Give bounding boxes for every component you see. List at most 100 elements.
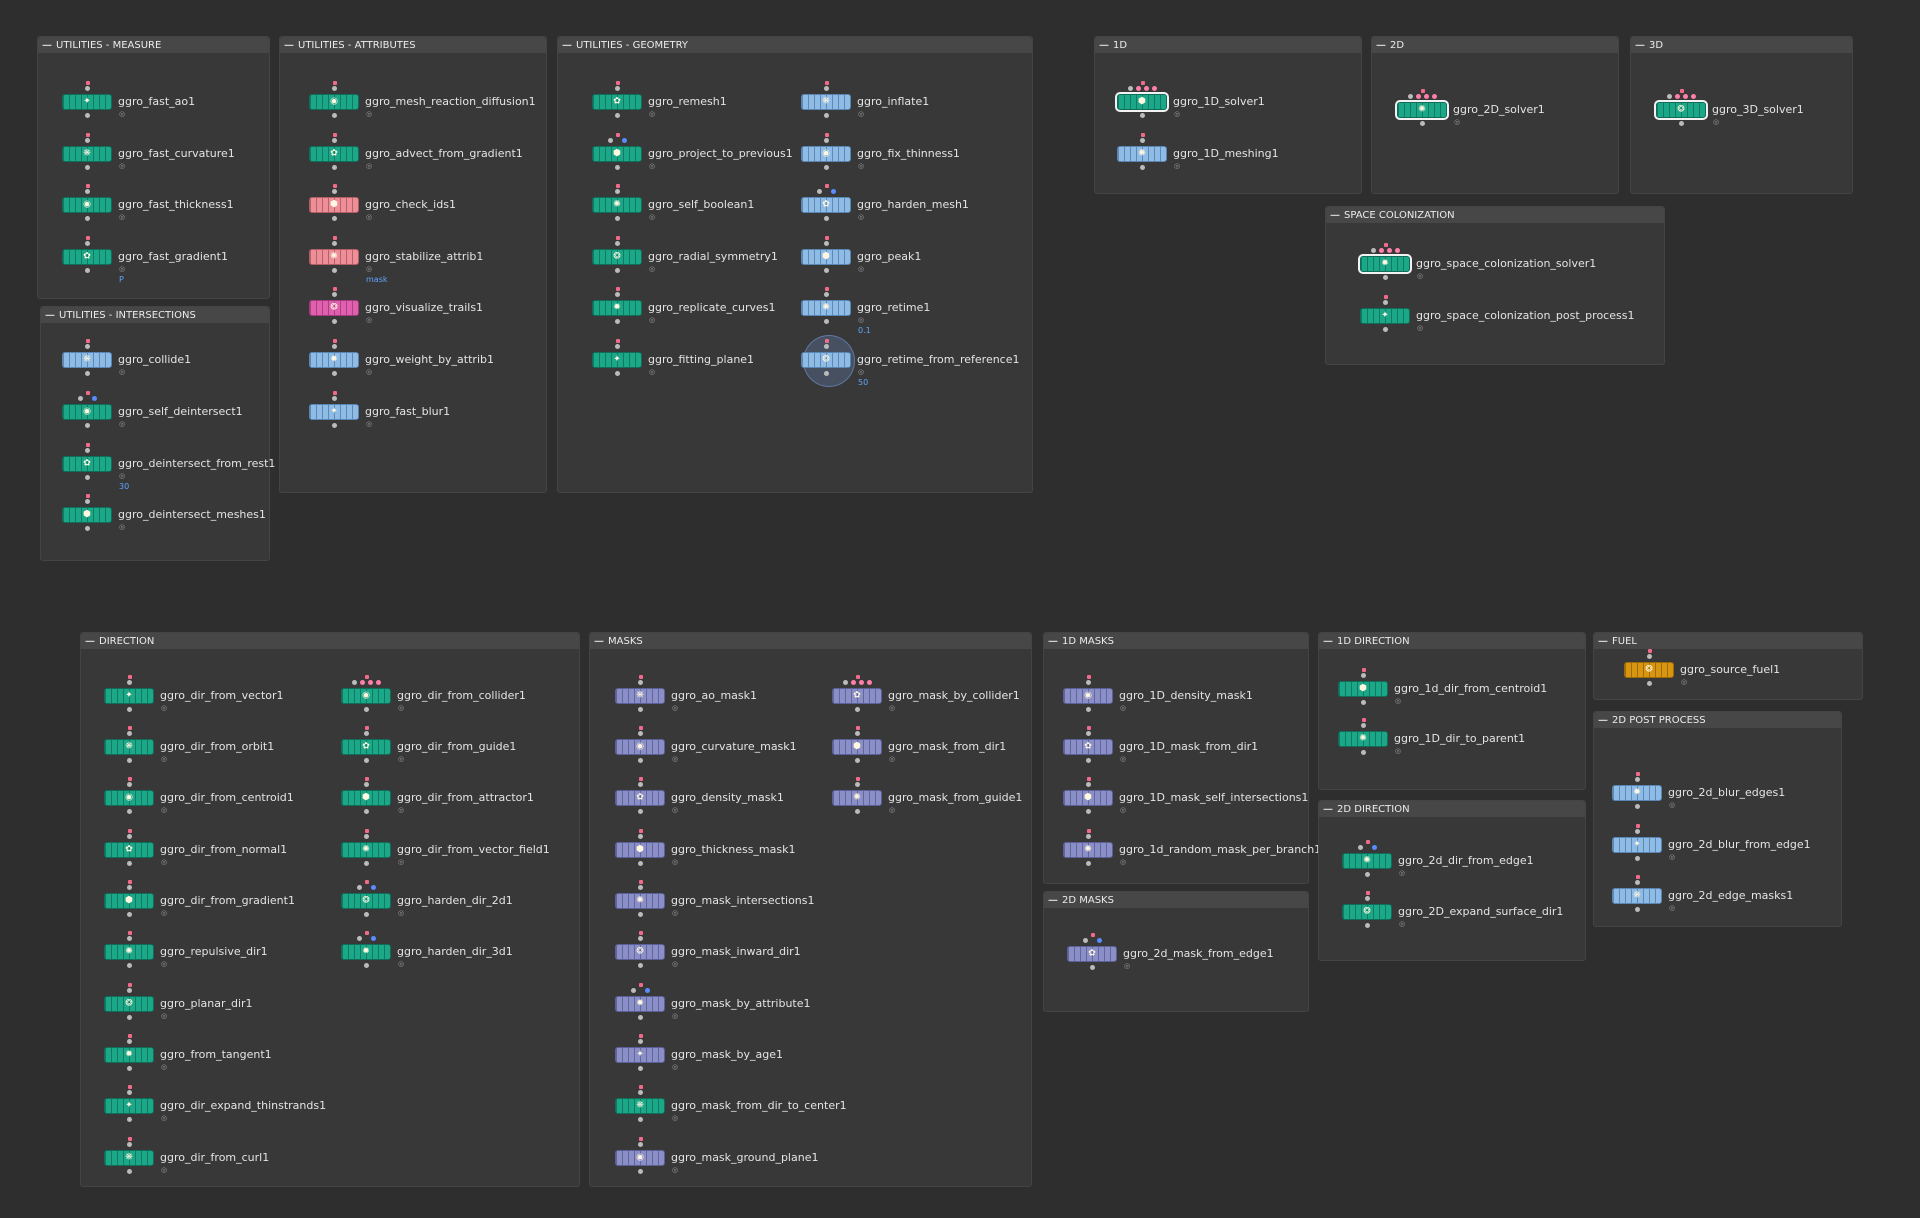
network-box-header[interactable]: — UTILITIES - MEASURE [38, 37, 269, 53]
input-connector[interactable] [1675, 94, 1680, 99]
node-ggro-retime-from-reference1[interactable]: ❂ ggro_retime_from_reference1 ◎ 50 [801, 339, 1051, 387]
input-connector[interactable] [824, 292, 829, 297]
input-connector[interactable] [638, 731, 643, 736]
input-connector[interactable] [1635, 880, 1640, 885]
node-body[interactable]: ✦ [1360, 308, 1410, 324]
node-ggro-fast-curvature1[interactable]: ❋ ggro_fast_curvature1 ◎ [62, 133, 312, 170]
input-connector[interactable] [368, 680, 373, 685]
node-label[interactable]: ggro_fast_ao1 [118, 95, 196, 108]
network-box-space-colonization[interactable]: — SPACE COLONIZATION [1325, 206, 1665, 365]
node-label[interactable]: ggro_curvature_mask1 [671, 740, 797, 753]
node-body[interactable]: ❂ [1624, 662, 1674, 678]
node-ggro-2d-edge-masks1[interactable]: ❋ ggro_2d_edge_masks1 ◎ [1612, 875, 1862, 912]
network-box-header[interactable]: — 2D POST PROCESS [1594, 712, 1841, 728]
input-connector[interactable] [855, 782, 860, 787]
node-body[interactable]: ❋ [615, 1098, 665, 1114]
input-connector[interactable] [1691, 94, 1696, 99]
node-label[interactable]: ggro_harden_dir_3d1 [397, 945, 513, 958]
node-body[interactable]: ❋ [615, 688, 665, 704]
node-ggro-self-boolean1[interactable]: ✺ ggro_self_boolean1 ◎ [592, 184, 842, 221]
node-ggro-replicate-curves1[interactable]: ✹ ggro_replicate_curves1 ◎ [592, 287, 842, 324]
node-ggro-dir-from-normal1[interactable]: ✿ ggro_dir_from_normal1 ◎ [104, 829, 354, 866]
collapse-icon[interactable]: — [594, 635, 604, 647]
node-label[interactable]: ggro_mask_from_dir1 [888, 740, 1007, 753]
node-label[interactable]: ggro_check_ids1 [365, 198, 456, 211]
node-ggro-dir-from-vector1[interactable]: ✦ ggro_dir_from_vector1 ◎ [104, 675, 354, 712]
collapse-icon[interactable]: — [562, 39, 572, 51]
input-connector[interactable] [127, 680, 132, 685]
node-body[interactable]: ✺ [341, 842, 391, 858]
node-label[interactable]: ggro_1D_mask_self_intersections1 [1119, 791, 1309, 804]
input-connector[interactable] [127, 885, 132, 890]
node-label[interactable]: ggro_dir_from_centroid1 [160, 791, 294, 804]
node-ggro-repulsive-dir1[interactable]: ✺ ggro_repulsive_dir1 ◎ [104, 931, 354, 968]
node-label[interactable]: ggro_space_colonization_solver1 [1416, 257, 1597, 270]
output-connector[interactable] [638, 1117, 643, 1122]
node-ggro-2d-expand-surface-dir1[interactable]: ❂ ggro_2D_expand_surface_dir1 ◎ [1342, 891, 1592, 928]
output-connector[interactable] [1365, 923, 1370, 928]
node-body[interactable]: ✦ [615, 1047, 665, 1063]
input-connector[interactable] [85, 241, 90, 246]
node-ggro-ao-mask1[interactable]: ❋ ggro_ao_mask1 ◎ [615, 675, 865, 712]
input-connector[interactable] [85, 499, 90, 504]
output-connector[interactable] [85, 268, 90, 273]
output-connector[interactable] [332, 165, 337, 170]
input-connector[interactable] [824, 86, 829, 91]
node-label[interactable]: ggro_2d_blur_edges1 [1668, 786, 1786, 799]
node-ggro-dir-from-curl1[interactable]: ❋ ggro_dir_from_curl1 ◎ [104, 1137, 354, 1174]
input-connector[interactable] [332, 344, 337, 349]
input-connector[interactable] [376, 680, 381, 685]
output-connector[interactable] [1647, 681, 1652, 686]
input-connector[interactable] [1408, 94, 1413, 99]
node-body[interactable]: ⬢ [615, 842, 665, 858]
input-connector[interactable] [824, 241, 829, 246]
node-label[interactable]: ggro_2d_mask_from_edge1 [1123, 947, 1274, 960]
node-label[interactable]: ggro_peak1 [857, 250, 922, 263]
node-body[interactable]: ✺ [104, 944, 154, 960]
output-connector[interactable] [638, 963, 643, 968]
node-label[interactable]: ggro_2d_edge_masks1 [1668, 889, 1794, 902]
output-connector[interactable] [332, 216, 337, 221]
node-body[interactable]: ✺ [801, 300, 851, 316]
network-box-header[interactable]: — 2D MASKS [1044, 892, 1308, 908]
node-label[interactable]: ggro_fast_gradient1 [118, 250, 228, 263]
input-connector[interactable] [1371, 248, 1376, 253]
input-connector[interactable] [824, 344, 829, 349]
input-connector[interactable] [1424, 94, 1429, 99]
node-body[interactable]: ❂ [309, 300, 359, 316]
input-connector[interactable] [1136, 86, 1141, 91]
node-label[interactable]: ggro_dir_from_guide1 [397, 740, 517, 753]
input-connector[interactable] [1387, 248, 1392, 253]
node-body[interactable]: ✦ [309, 404, 359, 420]
node-label[interactable]: ggro_fix_thinness1 [857, 147, 960, 160]
input-connector[interactable] [1383, 300, 1388, 305]
node-body[interactable]: ✿ [341, 739, 391, 755]
output-connector[interactable] [855, 758, 860, 763]
input-connector[interactable] [1647, 654, 1652, 659]
node-label[interactable]: ggro_harden_mesh1 [857, 198, 969, 211]
node-ggro-mask-from-dir1[interactable]: ⬢ ggro_mask_from_dir1 ◎ [832, 726, 1082, 763]
node-ggro-harden-mesh1[interactable]: ✿ ggro_harden_mesh1 ◎ [801, 184, 1051, 221]
node-ggro-fast-thickness1[interactable]: ◉ ggro_fast_thickness1 ◎ [62, 184, 312, 221]
node-ggro-mask-inward-dir1[interactable]: ❂ ggro_mask_inward_dir1 ◎ [615, 931, 865, 968]
node-label[interactable]: ggro_mask_by_attribute1 [671, 997, 811, 1010]
collapse-icon[interactable]: — [1099, 39, 1109, 51]
node-ggro-advect-from-gradient1[interactable]: ✿ ggro_advect_from_gradient1 ◎ [309, 133, 559, 170]
input-connector[interactable] [1365, 896, 1370, 901]
node-label[interactable]: ggro_from_tangent1 [160, 1048, 272, 1061]
input-connector[interactable] [638, 936, 643, 941]
node-body[interactable]: ✹ [1612, 785, 1662, 801]
input-connector[interactable] [1667, 94, 1672, 99]
node-ggro-inflate1[interactable]: ❋ ggro_inflate1 ◎ [801, 81, 1051, 118]
node-label[interactable]: ggro_dir_from_attractor1 [397, 791, 534, 804]
input-connector[interactable] [859, 680, 864, 685]
node-ggro-fast-gradient1[interactable]: ✿ ggro_fast_gradient1 ◎ P [62, 236, 312, 284]
collapse-icon[interactable]: — [1376, 39, 1386, 51]
node-ggro-weight-by-attrib1[interactable]: ✹ ggro_weight_by_attrib1 ◎ [309, 339, 559, 376]
node-ggro-harden-dir-3d1[interactable]: ✹ ggro_harden_dir_3d1 ◎ [341, 931, 591, 968]
node-ggro-dir-from-orbit1[interactable]: ❋ ggro_dir_from_orbit1 ◎ [104, 726, 354, 763]
node-label[interactable]: ggro_1d_random_mask_per_branch1 [1119, 843, 1322, 856]
node-ggro-planar-dir1[interactable]: ❂ ggro_planar_dir1 ◎ [104, 983, 354, 1020]
node-label[interactable]: ggro_self_boolean1 [648, 198, 755, 211]
output-connector[interactable] [638, 1066, 643, 1071]
